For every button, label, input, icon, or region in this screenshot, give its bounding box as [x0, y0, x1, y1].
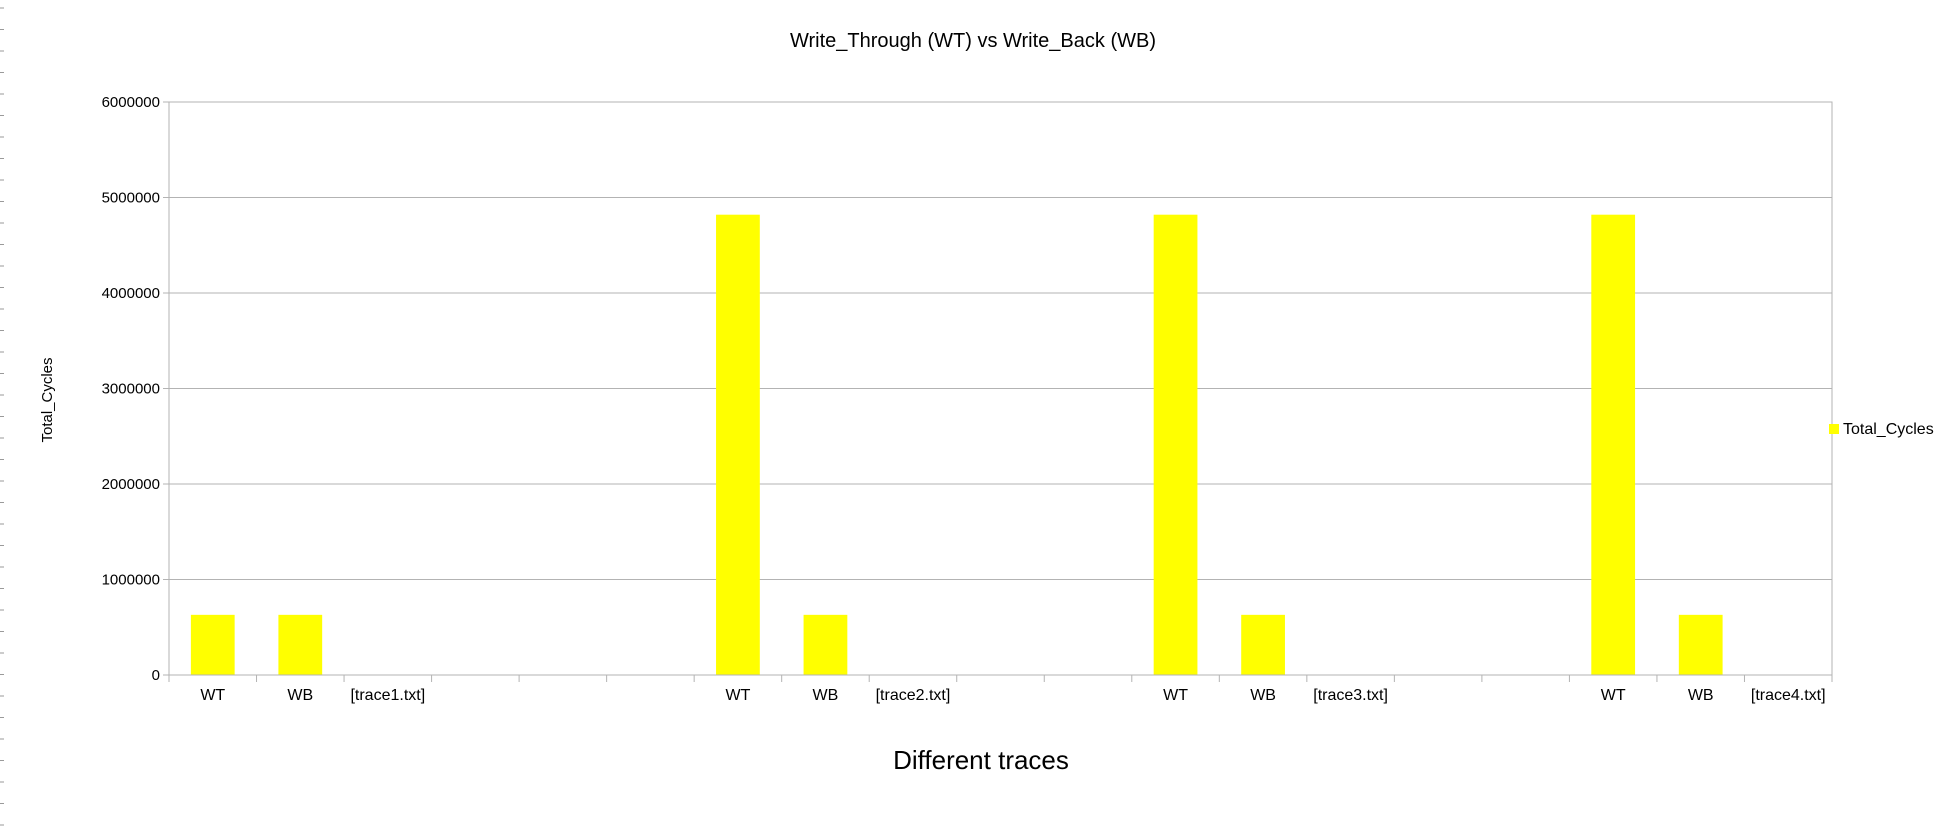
y-axis-label: Total_Cycles — [39, 357, 56, 442]
x-tick-label: WB — [1250, 687, 1276, 704]
x-tick-label: WT — [725, 687, 750, 704]
bar — [1153, 214, 1198, 675]
chart-title: Write_Through (WT) vs Write_Back (WB) — [790, 30, 1156, 52]
y-tick-label: 1000000 — [102, 572, 160, 589]
legend-swatch — [1829, 424, 1839, 434]
x-tick-label: WT — [1163, 687, 1188, 704]
bar — [716, 214, 760, 675]
bar — [190, 614, 235, 675]
x-tick-label: WT — [200, 687, 225, 704]
bar — [803, 614, 848, 675]
x-tick-label: [trace4.txt] — [1751, 687, 1826, 704]
x-tick-label: [trace1.txt] — [350, 687, 425, 704]
y-tick-label: 6000000 — [102, 94, 160, 111]
bar — [1591, 214, 1636, 675]
x-tick-label: WT — [1601, 687, 1626, 704]
gridlines — [163, 101, 1832, 676]
y-tick-label: 2000000 — [102, 476, 160, 493]
bars — [190, 214, 1723, 675]
y-tick-label: 0 — [152, 667, 160, 684]
bar — [278, 614, 323, 675]
legend: Total_Cycles — [1829, 421, 1934, 438]
bar — [1678, 614, 1723, 675]
y-tick-label: 3000000 — [102, 381, 160, 398]
bar — [1241, 614, 1285, 675]
plot-area-frame — [168, 101, 1833, 676]
x-tick-label: WB — [1688, 687, 1714, 704]
x-axis-label: Different traces — [893, 745, 1069, 775]
left-edge-dash-marks — [0, 7, 4, 826]
x-axis-tick-marks — [168, 675, 1833, 682]
x-tick-label: [trace3.txt] — [1313, 687, 1388, 704]
y-tick-label: 5000000 — [102, 190, 160, 207]
y-axis-tick-labels: 0 1000000 2000000 3000000 4000000 5000000 6000… — [102, 94, 160, 684]
x-tick-label: WB — [813, 687, 839, 704]
x-tick-label: WB — [287, 687, 313, 704]
y-tick-label: 4000000 — [102, 285, 160, 302]
x-tick-label: [trace2.txt] — [876, 687, 951, 704]
x-axis-tick-labels: WT WB [trace1.txt] WT WB [trace2.txt] WT WB [tra… — [200, 687, 1825, 704]
legend-label-total-cycles: Total_Cycles — [1843, 421, 1934, 438]
